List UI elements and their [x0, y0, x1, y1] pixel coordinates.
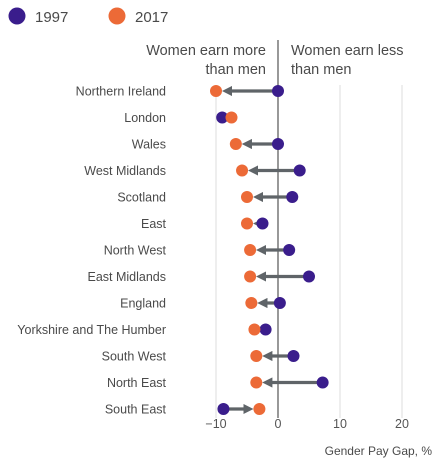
point-2017-south-east — [253, 403, 266, 415]
category-label-south-east: South East — [105, 403, 167, 417]
point-2017-london — [225, 111, 238, 124]
point-2017-east-midlands — [244, 270, 257, 283]
point-2017-england — [245, 297, 258, 309]
point-1997-west-midlands — [293, 164, 306, 177]
point-2017-wales — [229, 138, 242, 150]
point-1997-northern-ireland — [272, 85, 284, 97]
point-2017-south-west — [250, 350, 263, 362]
x-tick-label-10: 10 — [333, 417, 347, 431]
point-1997-east — [256, 217, 269, 230]
point-2017-north-east — [250, 376, 263, 389]
category-label-england: England — [120, 297, 166, 311]
category-label-south-west: South West — [102, 350, 167, 364]
category-label-north-west: North West — [104, 244, 167, 258]
category-label-east-midlands: East Midlands — [87, 270, 166, 284]
category-label-east: East — [141, 217, 167, 231]
point-1997-south-east — [217, 403, 230, 415]
point-1997-north-east — [316, 376, 329, 389]
point-2017-northern-ireland — [210, 85, 222, 97]
point-2017-scotland — [241, 191, 253, 203]
x-tick-label--10: −10 — [205, 417, 226, 431]
point-2017-west-midlands — [236, 164, 249, 177]
legend-marker-2017 — [108, 7, 126, 25]
point-1997-east-midlands — [303, 270, 315, 283]
point-2017-east — [241, 217, 253, 230]
x-axis-label: Gender Pay Gap, % — [325, 444, 433, 458]
annotation-left-line-2: than men — [206, 62, 266, 78]
point-1997-north-west — [283, 244, 296, 256]
point-2017-north-west — [244, 244, 257, 256]
category-label-northern-ireland: Northern Ireland — [76, 85, 166, 99]
category-label-wales: Wales — [132, 138, 166, 152]
point-1997-london — [216, 111, 229, 124]
category-label-london: London — [124, 111, 166, 125]
annotation-left-line-1: Women earn more — [146, 43, 266, 59]
point-1997-scotland — [286, 191, 299, 203]
point-1997-wales — [272, 138, 284, 150]
point-1997-yorkshire-and-the-humber — [259, 323, 272, 336]
x-tick-label-20: 20 — [395, 417, 409, 431]
category-label-west-midlands: West Midlands — [84, 164, 166, 178]
point-1997-south-west — [287, 350, 300, 362]
point-2017-yorkshire-and-the-humber — [248, 323, 261, 336]
annotation-right-line-2: than men — [291, 62, 351, 78]
category-label-yorkshire-and-the-humber: Yorkshire and The Humber — [17, 323, 166, 337]
category-label-scotland: Scotland — [117, 191, 166, 205]
legend-label-1997: 1997 — [35, 9, 68, 26]
annotation-right-line-1: Women earn less — [291, 43, 404, 59]
category-label-north-east: North East — [107, 376, 167, 390]
point-1997-england — [273, 297, 286, 309]
legend-marker-1997 — [8, 7, 26, 25]
legend-label-2017: 2017 — [135, 9, 168, 26]
x-tick-label-0: 0 — [275, 417, 282, 431]
